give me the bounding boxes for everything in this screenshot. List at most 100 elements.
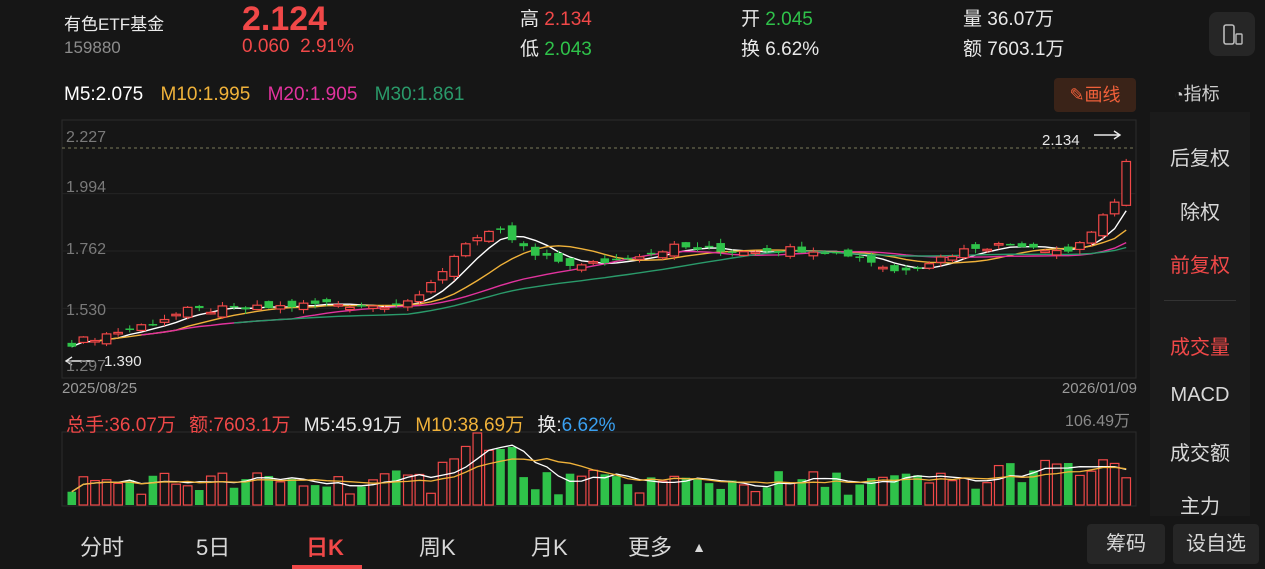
candle-body-up (808, 251, 819, 257)
volume-bar-down (623, 484, 633, 505)
candle-body-up (344, 306, 355, 311)
quote-low: 低 2.043 (520, 34, 592, 61)
volume-bar-up (275, 481, 286, 506)
volume-bar-up (101, 479, 112, 506)
candle-body-up (484, 230, 494, 242)
volume-bar-up (344, 493, 355, 506)
tab-intraday[interactable]: 分时 (80, 535, 125, 560)
stock-code: 159880 (64, 38, 121, 57)
volume-bar-up (1109, 462, 1120, 506)
tab-daily-k[interactable]: 日K (306, 535, 344, 560)
candle-body-down (727, 251, 737, 253)
candle-body-up (1098, 214, 1108, 237)
candle-body-up (460, 243, 471, 257)
quote-value: 7603.1万 (987, 39, 1065, 60)
volume-bar-up (182, 485, 193, 506)
candle-body-down (1063, 246, 1073, 252)
sidebar-divider (1164, 300, 1236, 301)
sidebar-item-volume[interactable]: 成交量 (1170, 337, 1230, 359)
sidebar-item-macd[interactable]: MACD (1170, 384, 1230, 406)
candle-body-down (971, 244, 980, 249)
volume-bar-up (935, 472, 946, 506)
candle-body-down (774, 250, 783, 253)
sidebar-item-main-force[interactable]: 主力 (1180, 496, 1220, 518)
sidebar-item-ex-rights[interactable]: 除权 (1180, 202, 1220, 224)
ma-lines (71, 210, 1127, 493)
quote-label: 量 (963, 9, 983, 30)
landscape-toggle-button[interactable] (1209, 12, 1255, 56)
candle-body-down (646, 252, 656, 255)
sidebar-item-forward-adjust[interactable]: 前复权 (1170, 255, 1230, 277)
candle-body-down (1017, 243, 1027, 248)
volume-bar-down (913, 475, 922, 505)
tab-monthly-k[interactable]: 月K (531, 535, 568, 560)
candle-body-up (669, 243, 680, 257)
candle-body-up (275, 305, 286, 310)
volume-bar-up (90, 479, 100, 506)
volume-bar-up (1040, 459, 1050, 506)
volume-bar-up (379, 473, 390, 506)
candle-body-down (681, 242, 691, 248)
candle-body-down (264, 301, 274, 309)
kline-chart[interactable]: 2.227 1.994 1.762 1.530 1.297 2025/08/25… (0, 0, 1150, 518)
sidebar-item-amount[interactable]: 成交额 (1170, 443, 1230, 465)
candle-body-down (855, 256, 864, 258)
caret-up-icon: ▲ (692, 539, 706, 555)
volume-bar-down (832, 472, 841, 505)
y-tick: 2.227 (66, 129, 106, 146)
candle-body-up (113, 331, 124, 335)
chart-sidebar: 后复权 除权 前复权 成交量 MACD 成交额 主力 (1150, 112, 1250, 518)
y-tick: 1.297 (66, 358, 106, 375)
y-tick: 1.762 (66, 241, 106, 258)
current-price: 2.124 (242, 0, 328, 38)
volume-bar-down (971, 488, 980, 505)
candle-body-down (241, 307, 250, 310)
volume-bar-down (310, 485, 320, 505)
candle-body-down (600, 258, 610, 263)
candle-body-up (993, 242, 1004, 246)
candle-body-up (90, 339, 100, 343)
quote-high: 高 2.134 (520, 4, 592, 31)
ma5-label: M5:2.075 (64, 84, 144, 105)
volume-bar-down (496, 448, 505, 505)
sidebar-item-back-adjust[interactable]: 后复权 (1170, 148, 1230, 170)
candle-body-down (762, 248, 772, 252)
volume-bar-up (738, 484, 749, 506)
volume-bar-down (1006, 463, 1015, 505)
volume-bar-up (634, 492, 645, 506)
volume-bar-up (252, 472, 263, 506)
candle-body-up (1051, 249, 1062, 256)
tab-5day[interactable]: 5日 (196, 535, 231, 560)
add-watchlist-button[interactable]: 设自选 (1173, 524, 1259, 564)
candle-body-down (797, 246, 807, 253)
volume-ma5-line (71, 444, 1127, 493)
quote-label: 额 (963, 39, 983, 60)
volume-panel-frame (61, 431, 1137, 507)
volume-bar-up (1121, 477, 1132, 506)
chips-button[interactable]: 筹码 (1087, 524, 1165, 564)
tab-weekly-k[interactable]: 周K (419, 535, 456, 560)
candle-body-down (867, 255, 876, 263)
volume-bar-up (947, 480, 958, 506)
ma10-label: M10:1.995 (160, 84, 251, 105)
candle-body-down (287, 300, 297, 308)
volume-bar-down (565, 473, 575, 505)
volume-bar-up (159, 472, 170, 506)
active-tab-indicator (292, 565, 362, 569)
candle-body-down (148, 324, 158, 326)
volume-bar-up (460, 445, 471, 506)
draw-line-button[interactable]: ✎画线 (1054, 78, 1136, 112)
candle-body-up (205, 311, 216, 315)
volume-bar-up (1051, 463, 1062, 506)
volume-bar-down (241, 479, 250, 505)
candle-body-up (935, 256, 946, 263)
volume-bar-down (125, 480, 135, 505)
volume-bar-down (600, 474, 610, 505)
indicator-button[interactable]: ◔指标 (1174, 80, 1220, 106)
volume-bar-up (449, 458, 460, 506)
volume-bar-up (1086, 470, 1097, 506)
volume-bar-up (171, 483, 181, 506)
candle-body-up (877, 266, 888, 270)
tab-more[interactable]: 更多 ▲ (628, 530, 706, 562)
candle-body-up (959, 248, 969, 259)
